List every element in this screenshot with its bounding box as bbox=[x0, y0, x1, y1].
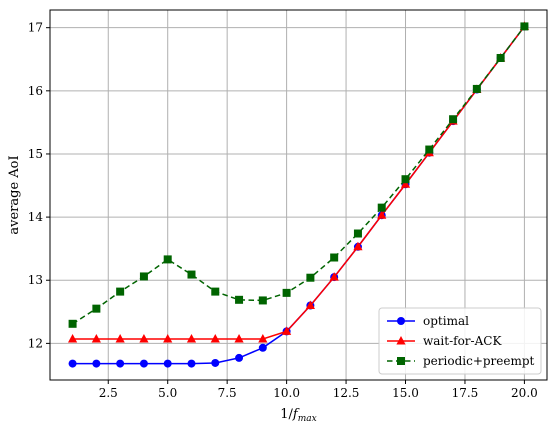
optimal-point bbox=[235, 353, 244, 362]
periodic-preempt-point bbox=[449, 115, 458, 124]
periodic-preempt-point bbox=[68, 319, 77, 328]
y-tick-label: 15 bbox=[28, 147, 43, 161]
wait-for-ack-point bbox=[210, 333, 220, 343]
grid bbox=[50, 10, 547, 380]
wait-for-ack-point bbox=[67, 333, 78, 343]
axis-ticks: 2.5 5.0 7.5 10.0 12.5 15.0 17.5 20.0 12 13 14 15 16 1… bbox=[28, 21, 538, 400]
legend: optimal wait-for-ACK periodic+preempt bbox=[378, 307, 542, 375]
y-tick-label: 17 bbox=[28, 21, 43, 35]
legend-swatch-marker bbox=[397, 317, 405, 325]
x-tick-label: 12.5 bbox=[333, 386, 360, 400]
periodic-preempt-point bbox=[520, 22, 529, 31]
wait-for-ack-point bbox=[91, 333, 101, 343]
legend-box bbox=[378, 307, 542, 375]
x-tick-label: 2.5 bbox=[99, 386, 118, 400]
series-lines bbox=[67, 21, 530, 368]
x-tick-label: 7.5 bbox=[218, 386, 237, 400]
periodic-preempt-point bbox=[330, 253, 339, 262]
wait-for-ack-point bbox=[282, 326, 292, 335]
y-tick-label: 12 bbox=[28, 336, 43, 350]
x-axis-label-numerator: 1/ bbox=[280, 407, 293, 422]
wait-for-ack-point bbox=[329, 272, 339, 281]
periodic-preempt-point bbox=[211, 287, 220, 296]
legend-label: wait-for-ACK bbox=[423, 334, 502, 348]
x-tick-label: 5.0 bbox=[158, 386, 177, 400]
plot-frame bbox=[49, 9, 548, 381]
periodic-preempt-point bbox=[496, 53, 505, 62]
periodic-preempt-point bbox=[306, 273, 315, 282]
optimal-point bbox=[92, 359, 101, 368]
periodic-preempt-point bbox=[116, 287, 125, 296]
y-tick-label: 16 bbox=[28, 84, 43, 98]
optimal-point bbox=[211, 358, 220, 367]
x-axis-label-subscript: max bbox=[298, 414, 317, 424]
periodic-preempt-point bbox=[401, 175, 410, 184]
wait-for-ack-point bbox=[163, 333, 173, 343]
x-tick-label: 15.0 bbox=[392, 386, 419, 400]
periodic-preempt-point bbox=[235, 295, 244, 304]
legend-entry-periodic-preempt: periodic+preempt bbox=[387, 354, 535, 368]
periodic-preempt-point bbox=[163, 255, 172, 264]
legend-swatch-marker bbox=[397, 357, 405, 365]
wait-for-ack-point bbox=[234, 333, 244, 343]
periodic-preempt-point bbox=[282, 288, 291, 297]
optimal-point bbox=[68, 359, 77, 368]
y-axis-label: average AoI bbox=[7, 155, 22, 234]
optimal-point bbox=[116, 359, 125, 368]
wait-for-ack-point bbox=[139, 333, 149, 343]
wait-for-ack-point bbox=[400, 179, 411, 188]
periodic-preempt-point bbox=[377, 203, 386, 212]
periodic-preempt-point bbox=[258, 296, 267, 305]
wait-for-ack-point bbox=[353, 241, 363, 251]
y-tick-label: 13 bbox=[28, 273, 43, 287]
periodic-preempt-point bbox=[92, 304, 101, 313]
x-axis-label: 1/fmax bbox=[280, 407, 316, 424]
optimal-point bbox=[163, 359, 172, 368]
legend-entry-optimal: optimal bbox=[387, 314, 469, 328]
wait-for-ack-line bbox=[72, 25, 526, 340]
periodic-preempt-point bbox=[139, 272, 148, 281]
series-wait-for-ack bbox=[67, 21, 530, 343]
series-periodic-preempt bbox=[68, 22, 529, 328]
periodic-preempt-point bbox=[353, 229, 362, 238]
legend-label: periodic+preempt bbox=[423, 354, 535, 368]
legend-swatch-marker bbox=[396, 336, 406, 345]
optimal-point bbox=[139, 359, 148, 368]
wait-for-ack-point bbox=[305, 300, 315, 309]
periodic-preempt-point bbox=[472, 84, 481, 93]
x-axis-label-f: f bbox=[292, 407, 300, 422]
wait-for-ack-point bbox=[115, 333, 125, 343]
optimal-point bbox=[187, 359, 196, 368]
x-tick-label: 17.5 bbox=[452, 386, 479, 400]
wait-for-ack-point bbox=[377, 210, 387, 219]
wait-for-ack-point bbox=[186, 333, 197, 343]
x-tick-label: 20.0 bbox=[511, 386, 538, 400]
optimal-point bbox=[258, 343, 267, 352]
legend-entry-wait-for-ack: wait-for-ACK bbox=[387, 334, 502, 348]
legend-label: optimal bbox=[423, 314, 469, 328]
wait-for-ack-point bbox=[258, 333, 268, 343]
periodic-preempt-point bbox=[425, 145, 434, 154]
y-tick-label: 14 bbox=[28, 210, 44, 224]
x-tick-label: 10.0 bbox=[273, 386, 300, 400]
periodic-preempt-point bbox=[187, 270, 196, 279]
